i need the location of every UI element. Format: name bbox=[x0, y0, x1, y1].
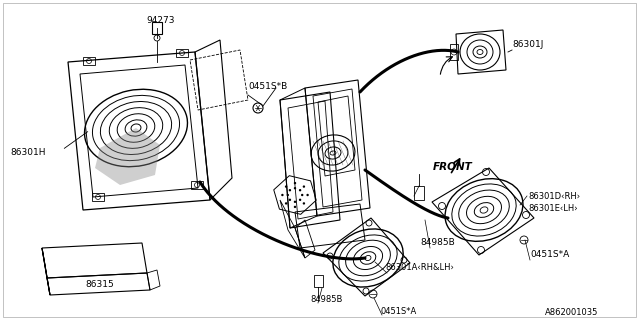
Text: 86301H: 86301H bbox=[10, 148, 45, 157]
Circle shape bbox=[289, 189, 291, 191]
Text: 86301A‹RH&LH›: 86301A‹RH&LH› bbox=[385, 263, 454, 272]
Polygon shape bbox=[95, 128, 160, 185]
Text: 94273: 94273 bbox=[146, 16, 175, 25]
Circle shape bbox=[289, 199, 291, 201]
Text: A862001035: A862001035 bbox=[545, 308, 598, 317]
Text: 86301J: 86301J bbox=[512, 40, 543, 49]
Bar bbox=[83, 57, 95, 65]
Bar bbox=[191, 181, 203, 189]
Bar bbox=[450, 44, 458, 60]
Circle shape bbox=[307, 194, 309, 196]
Circle shape bbox=[294, 187, 296, 189]
Circle shape bbox=[303, 185, 305, 188]
Text: 86315: 86315 bbox=[86, 280, 115, 289]
Text: 0451S*B: 0451S*B bbox=[248, 82, 287, 91]
Circle shape bbox=[285, 202, 287, 204]
Bar bbox=[176, 49, 188, 57]
Circle shape bbox=[301, 194, 303, 196]
Circle shape bbox=[287, 194, 289, 196]
Text: 84985B: 84985B bbox=[310, 295, 342, 304]
Circle shape bbox=[294, 201, 296, 203]
Text: 86301E‹LH›: 86301E‹LH› bbox=[528, 204, 578, 213]
Text: 0451S*A: 0451S*A bbox=[380, 307, 416, 316]
Circle shape bbox=[281, 194, 284, 196]
Text: 86301D‹RH›: 86301D‹RH› bbox=[528, 192, 580, 201]
Text: FRONT: FRONT bbox=[433, 162, 473, 172]
Bar bbox=[92, 193, 104, 201]
Bar bbox=[414, 186, 424, 200]
Circle shape bbox=[285, 185, 287, 188]
Circle shape bbox=[299, 189, 301, 191]
Bar bbox=[152, 22, 162, 34]
Text: 84985B: 84985B bbox=[420, 238, 455, 247]
Circle shape bbox=[294, 182, 296, 184]
Circle shape bbox=[303, 202, 305, 204]
Circle shape bbox=[294, 206, 296, 208]
Circle shape bbox=[299, 199, 301, 201]
Text: 0451S*A: 0451S*A bbox=[530, 250, 569, 259]
Bar bbox=[314, 275, 323, 287]
